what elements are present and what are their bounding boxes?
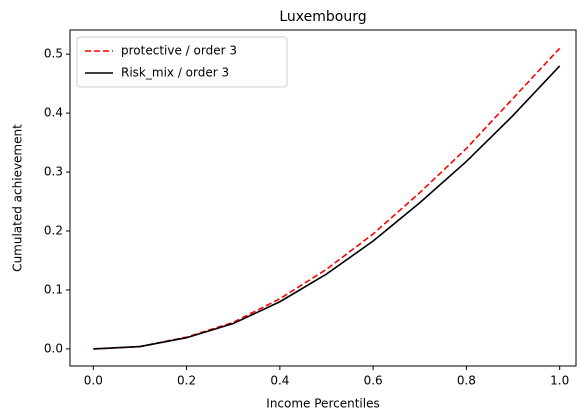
legend-label: Risk_mix / order 3: [121, 66, 229, 80]
x-tick-label: 0.0: [84, 374, 103, 388]
x-tick-label: 0.2: [177, 374, 196, 388]
y-tick-label: 0.5: [44, 47, 63, 61]
y-tick-label: 0.0: [44, 341, 63, 355]
x-tick-label: 0.4: [270, 374, 289, 388]
x-tick-label: 0.6: [364, 374, 383, 388]
x-tick-label: 0.8: [457, 374, 476, 388]
y-tick-label: 0.4: [44, 106, 63, 120]
legend-label: protective / order 3: [121, 44, 237, 58]
line: [93, 47, 561, 350]
y-axis-label: Cumulated achievement: [11, 124, 25, 272]
line: [93, 65, 561, 350]
y-tick-label: 0.2: [44, 224, 63, 238]
x-axis-label: Income Percentiles: [266, 397, 379, 411]
y-tick-label: 0.3: [44, 165, 63, 179]
legend-box: [76, 36, 288, 88]
plot-frame: [69, 29, 577, 367]
chart-title: Luxembourg: [279, 9, 366, 25]
x-tick-label: 1.0: [550, 374, 569, 388]
y-tick-label: 0.1: [44, 282, 63, 296]
